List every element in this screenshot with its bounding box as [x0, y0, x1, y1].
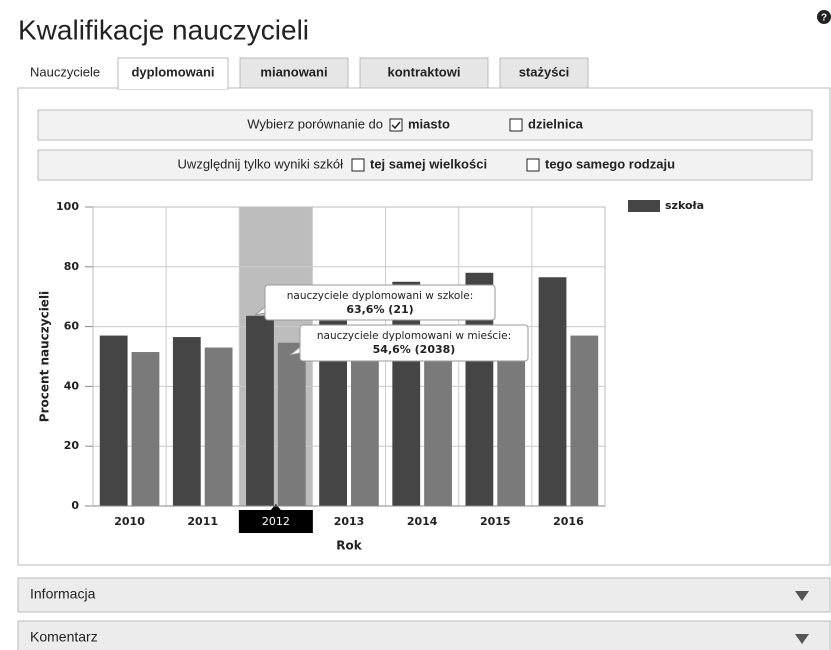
bar — [351, 344, 379, 506]
tab-label[interactable]: mianowani — [260, 64, 327, 79]
tooltip-title: nauczyciele dyplomowani w szkole: — [287, 290, 474, 302]
checkbox[interactable] — [389, 118, 403, 132]
tooltip — [264, 284, 496, 321]
y-axis-title: Procent nauczycieli — [38, 291, 52, 422]
y-tick-label: 80 — [64, 260, 80, 273]
x-tick-label: 2013 — [334, 515, 365, 528]
checkbox-label[interactable]: dzielnica — [528, 116, 584, 131]
bar — [131, 352, 160, 506]
x-tick-label: 2014 — [407, 515, 438, 528]
legend-label: szkoła — [665, 199, 704, 212]
y-tick-label: 20 — [64, 439, 80, 452]
tooltip-title: nauczyciele dyplomowani w mieście: — [317, 330, 511, 342]
help-icon[interactable] — [817, 10, 831, 24]
checkbox[interactable] — [351, 158, 365, 172]
x-tick-label: 2011 — [187, 515, 218, 528]
help-text[interactable]: ? — [821, 13, 827, 24]
checkbox[interactable] — [509, 118, 523, 132]
checkmark — [391, 121, 401, 130]
x-tick-label: 2012 — [262, 515, 290, 528]
accordion-arrow[interactable] — [795, 634, 809, 644]
tooltip-value: 63,6% (21) — [346, 303, 413, 316]
tab[interactable] — [499, 57, 589, 89]
accordion-header[interactable] — [17, 620, 831, 650]
tooltip-value: 54,6% (2038) — [373, 343, 456, 356]
accordion-title[interactable]: Informacja — [30, 586, 96, 602]
tab-label[interactable]: dyplomowani — [131, 64, 214, 79]
x-tick-label: 2016 — [553, 515, 584, 528]
bar — [424, 338, 452, 506]
checkbox[interactable] — [526, 158, 540, 172]
tab[interactable] — [359, 57, 489, 89]
y-tick-label: 40 — [64, 379, 80, 392]
y-tick-label: 0 — [71, 499, 79, 512]
bar — [497, 338, 526, 506]
tab[interactable] — [239, 57, 349, 89]
filter-label: Wybierz porównanie do — [247, 116, 383, 131]
filter-label: Uwzględnij tylko wyniki szkół — [178, 156, 344, 171]
x-axis-title: Rok — [336, 539, 362, 553]
accordion-title[interactable]: Komentarz — [30, 629, 98, 645]
x-label-highlight — [238, 510, 313, 533]
bar — [277, 342, 306, 506]
x-tick-label: 2010 — [114, 515, 145, 528]
bar — [246, 315, 274, 506]
checkbox-label[interactable]: tego samego rodzaju — [545, 156, 675, 171]
bar — [538, 277, 567, 506]
bar — [99, 335, 128, 506]
legend-swatch — [628, 200, 660, 212]
tabs-label: Nauczyciele — [30, 64, 100, 79]
x-label-pointer — [270, 504, 281, 510]
checkbox-label[interactable]: tej samej wielkości — [370, 156, 487, 171]
y-tick-label: 60 — [64, 320, 80, 333]
filter-box — [37, 109, 813, 141]
accordion-arrow[interactable] — [795, 591, 809, 601]
filter-box — [37, 149, 813, 181]
page-title: Kwalifikacje nauczycieli — [18, 14, 309, 45]
x-tick-label: 2015 — [480, 515, 511, 528]
tooltip — [299, 324, 529, 362]
bar — [570, 335, 599, 506]
tab-label[interactable]: kontraktowi — [388, 64, 461, 79]
y-tick-label: 100 — [56, 200, 79, 213]
bar — [172, 337, 201, 506]
checkbox-label[interactable]: miasto — [408, 116, 450, 131]
bar — [204, 347, 233, 506]
tab-label[interactable]: stażyści — [519, 64, 570, 79]
accordion-header[interactable] — [17, 577, 831, 613]
